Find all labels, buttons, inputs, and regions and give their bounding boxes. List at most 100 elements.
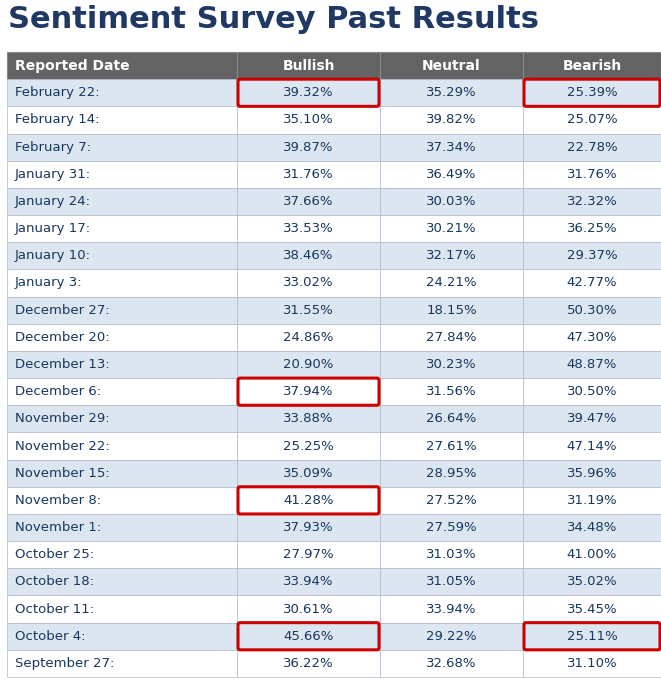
Bar xyxy=(7,106,237,133)
Text: Bearish: Bearish xyxy=(563,59,621,73)
Bar xyxy=(380,432,523,460)
Bar xyxy=(237,270,380,296)
Text: 36.22%: 36.22% xyxy=(283,657,334,670)
Text: 30.21%: 30.21% xyxy=(426,222,477,235)
Bar xyxy=(380,52,523,79)
Bar xyxy=(380,622,523,650)
Bar xyxy=(7,323,237,351)
Bar xyxy=(380,270,523,296)
Bar xyxy=(7,161,237,188)
Text: October 25:: October 25: xyxy=(15,548,94,561)
Bar xyxy=(523,432,661,460)
Bar xyxy=(380,378,523,405)
Text: 37.66%: 37.66% xyxy=(284,195,334,208)
Bar xyxy=(380,79,523,106)
Text: 31.03%: 31.03% xyxy=(426,548,477,561)
Bar xyxy=(7,52,237,79)
Text: 25.25%: 25.25% xyxy=(283,439,334,452)
Bar xyxy=(523,161,661,188)
Bar xyxy=(523,106,661,133)
Text: 33.94%: 33.94% xyxy=(426,603,477,616)
Text: 50.30%: 50.30% xyxy=(566,304,617,317)
Bar xyxy=(237,161,380,188)
Text: 28.95%: 28.95% xyxy=(426,466,477,479)
Bar xyxy=(380,215,523,242)
Bar xyxy=(380,242,523,270)
Text: 42.77%: 42.77% xyxy=(566,276,617,289)
Text: November 8:: November 8: xyxy=(15,494,101,507)
Bar xyxy=(523,541,661,569)
Bar xyxy=(380,541,523,569)
Bar xyxy=(523,378,661,405)
Text: 45.66%: 45.66% xyxy=(284,630,334,643)
Text: 20.90%: 20.90% xyxy=(284,358,334,371)
Bar xyxy=(523,188,661,215)
Bar xyxy=(237,487,380,514)
Bar xyxy=(7,541,237,569)
Bar xyxy=(523,487,661,514)
Bar xyxy=(237,650,380,677)
Text: November 29:: November 29: xyxy=(15,413,110,426)
Bar xyxy=(380,460,523,487)
Bar xyxy=(7,569,237,595)
Bar xyxy=(237,188,380,215)
Text: 27.61%: 27.61% xyxy=(426,439,477,452)
Bar xyxy=(523,79,661,106)
Bar xyxy=(7,514,237,541)
Text: 31.05%: 31.05% xyxy=(426,575,477,588)
Text: 39.87%: 39.87% xyxy=(284,140,334,154)
Text: 38.46%: 38.46% xyxy=(284,249,334,262)
Text: 18.15%: 18.15% xyxy=(426,304,477,317)
Text: October 4:: October 4: xyxy=(15,630,85,643)
Text: Sentiment Survey Past Results: Sentiment Survey Past Results xyxy=(8,5,539,34)
Bar xyxy=(237,405,380,432)
Text: November 1:: November 1: xyxy=(15,521,101,534)
Text: 35.10%: 35.10% xyxy=(283,114,334,127)
Text: 22.78%: 22.78% xyxy=(566,140,617,154)
Text: 30.23%: 30.23% xyxy=(426,358,477,371)
Bar xyxy=(237,351,380,378)
Bar xyxy=(523,650,661,677)
Bar xyxy=(7,188,237,215)
Bar xyxy=(237,541,380,569)
Bar xyxy=(237,514,380,541)
Text: 35.09%: 35.09% xyxy=(284,466,334,479)
Text: 37.34%: 37.34% xyxy=(426,140,477,154)
Bar xyxy=(523,622,661,650)
Bar xyxy=(7,242,237,270)
Text: 31.10%: 31.10% xyxy=(566,657,617,670)
Bar xyxy=(237,323,380,351)
Text: 35.45%: 35.45% xyxy=(566,603,617,616)
Bar xyxy=(7,622,237,650)
Bar xyxy=(7,650,237,677)
Text: 27.52%: 27.52% xyxy=(426,494,477,507)
Bar xyxy=(7,79,237,106)
Text: December 13:: December 13: xyxy=(15,358,110,371)
Bar xyxy=(237,460,380,487)
Text: 29.22%: 29.22% xyxy=(426,630,477,643)
Bar xyxy=(237,296,380,323)
Bar xyxy=(7,215,237,242)
Bar xyxy=(380,188,523,215)
Bar xyxy=(7,460,237,487)
Text: 37.93%: 37.93% xyxy=(283,521,334,534)
Text: 39.32%: 39.32% xyxy=(283,86,334,99)
Text: January 24:: January 24: xyxy=(15,195,91,208)
Text: 39.47%: 39.47% xyxy=(566,413,617,426)
Bar xyxy=(380,351,523,378)
Bar xyxy=(523,242,661,270)
Bar xyxy=(523,460,661,487)
Bar xyxy=(237,242,380,270)
Bar xyxy=(7,378,237,405)
Text: Reported Date: Reported Date xyxy=(15,59,130,73)
Text: 31.76%: 31.76% xyxy=(566,168,617,180)
Text: Neutral: Neutral xyxy=(422,59,481,73)
Text: 33.88%: 33.88% xyxy=(284,413,334,426)
Bar xyxy=(7,351,237,378)
Bar xyxy=(237,595,380,622)
Text: December 27:: December 27: xyxy=(15,304,110,317)
Text: February 7:: February 7: xyxy=(15,140,91,154)
Text: Bullish: Bullish xyxy=(282,59,334,73)
Bar xyxy=(380,514,523,541)
Bar xyxy=(380,106,523,133)
